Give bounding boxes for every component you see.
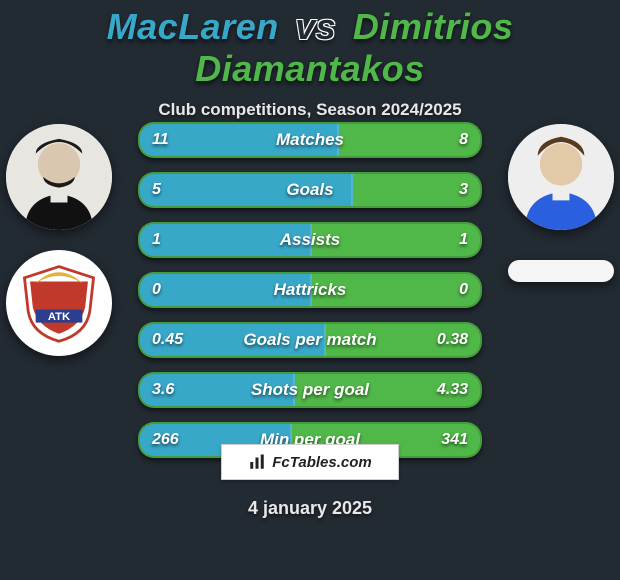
player1-club-logo: ATK: [6, 250, 112, 356]
date: 4 january 2025: [0, 498, 620, 519]
stats-bars: 11Matches8 5Goals3 1Assists1 0Hattricks0 0.4…: [138, 122, 482, 472]
bar-chart-icon: [248, 453, 266, 471]
stat-row: 5Goals3: [138, 172, 482, 208]
svg-text:ATK: ATK: [48, 311, 70, 323]
player2-avatar: [508, 124, 614, 230]
stat-row: 11Matches8: [138, 122, 482, 158]
title-player1: MacLaren: [107, 6, 279, 47]
player2-club-logo: [508, 260, 614, 282]
player1-avatar: [6, 124, 112, 230]
stat-label: Assists: [140, 224, 480, 256]
stat-value-player2: 341: [441, 424, 468, 456]
person-icon: [6, 124, 112, 230]
stat-value-player2: 3: [459, 174, 468, 206]
shield-icon: ATK: [17, 261, 101, 345]
stat-value-player2: 0.38: [437, 324, 468, 356]
stat-value-player2: 4.33: [437, 374, 468, 406]
title: MacLaren vs Dimitrios Diamantakos: [0, 0, 620, 90]
stat-value-player2: 1: [459, 224, 468, 256]
branding-text: FcTables.com: [272, 454, 371, 471]
stat-label: Goals per match: [140, 324, 480, 356]
stat-value-player2: 8: [459, 124, 468, 156]
stat-row: 0.45Goals per match0.38: [138, 322, 482, 358]
stat-row: 0Hattricks0: [138, 272, 482, 308]
branding-badge: FcTables.com: [221, 444, 399, 480]
person-icon: [508, 124, 614, 230]
stat-label: Hattricks: [140, 274, 480, 306]
stat-label: Goals: [140, 174, 480, 206]
title-vs: vs: [295, 6, 336, 47]
stat-label: Matches: [140, 124, 480, 156]
stat-row: 3.6Shots per goal4.33: [138, 372, 482, 408]
subtitle: Club competitions, Season 2024/2025: [0, 100, 620, 120]
stat-row: 1Assists1: [138, 222, 482, 258]
stat-value-player2: 0: [459, 274, 468, 306]
comparison-card: MacLaren vs Dimitrios Diamantakos Club c…: [0, 0, 620, 580]
stat-label: Shots per goal: [140, 374, 480, 406]
